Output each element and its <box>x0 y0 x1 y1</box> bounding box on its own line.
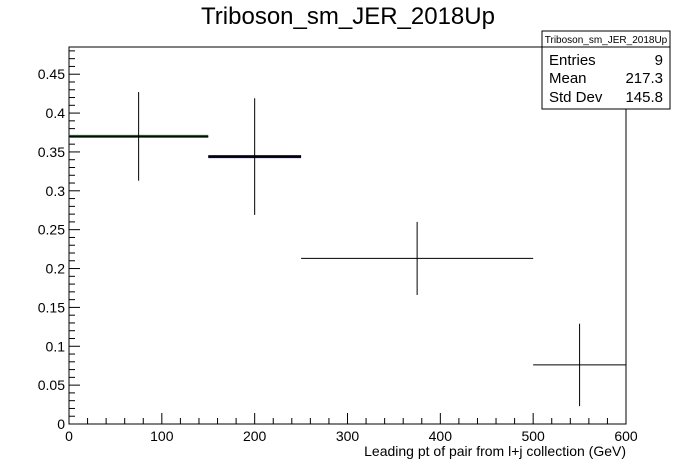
x-tick-label: 100 <box>150 428 174 444</box>
chart-title: Triboson_sm_JER_2018Up <box>201 3 495 30</box>
x-tick-label: 600 <box>614 428 638 444</box>
stats-box: Triboson_sm_JER_2018Up Entries 9 Mean 21… <box>541 30 671 110</box>
stats-box-frame <box>541 30 671 110</box>
y-tick-label: 0.4 <box>46 105 66 121</box>
x-axis: 0 100 200 300 400 500 600 <box>65 413 638 444</box>
data-series <box>69 92 626 407</box>
stats-box-title: Triboson_sm_JER_2018Up <box>545 35 668 46</box>
stats-stddev-value: 145.8 <box>625 89 663 106</box>
stats-stddev-label: Std Dev <box>549 89 603 106</box>
y-tick-label: 0.15 <box>38 299 65 315</box>
x-tick-label: 400 <box>429 428 453 444</box>
stats-mean-value: 217.3 <box>625 70 663 87</box>
x-tick-label: 300 <box>336 428 360 444</box>
x-tick-label: 0 <box>65 428 73 444</box>
x-tick-label: 200 <box>243 428 267 444</box>
y-axis: 0 0.05 0.1 0.15 0.2 0.25 0.3 0.35 0.4 0.45 <box>38 50 80 432</box>
stats-mean-label: Mean <box>549 70 587 87</box>
stats-entries-label: Entries <box>549 52 596 69</box>
y-tick-label: 0.2 <box>46 261 66 277</box>
y-tick-label: 0.45 <box>38 66 65 82</box>
y-tick-label: 0.05 <box>38 377 65 393</box>
y-tick-label: 0 <box>57 416 65 432</box>
y-tick-label: 0.25 <box>38 222 65 238</box>
x-tick-label: 500 <box>521 428 545 444</box>
stats-entries-value: 9 <box>655 52 663 69</box>
y-tick-label: 0.3 <box>46 183 66 199</box>
y-tick-label: 0.35 <box>38 144 65 160</box>
x-axis-title: Leading pt of pair from l+j collection (… <box>364 443 626 459</box>
y-tick-label: 0.1 <box>46 338 66 354</box>
